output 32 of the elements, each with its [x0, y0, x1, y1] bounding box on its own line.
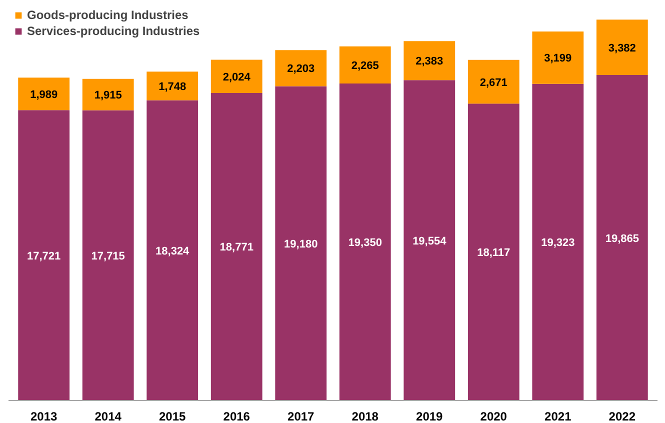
- data-label: 19,554: [412, 235, 448, 248]
- legend-label: Goods-producing Industries: [27, 8, 188, 22]
- data-label: 2,024: [222, 71, 252, 84]
- data-label: 18,324: [156, 245, 190, 258]
- x-tick-label: 2014: [94, 410, 122, 423]
- data-label: 2,203: [287, 63, 315, 76]
- data-label: 19,323: [541, 237, 575, 250]
- x-tick-label: 2018: [352, 410, 379, 423]
- x-tick-label: 2022: [608, 410, 636, 423]
- data-label: 17,721: [27, 250, 61, 262]
- data-label: 2,671: [480, 76, 508, 89]
- x-tick-label: 2015: [159, 410, 186, 423]
- x-tick-label: 2021: [544, 410, 572, 423]
- legend-label: Services-producing Industries: [27, 24, 200, 38]
- data-label: 1,915: [94, 90, 122, 102]
- data-label: 3,382: [608, 42, 636, 54]
- data-label: 1,989: [30, 88, 58, 101]
- data-label: 17,715: [91, 250, 125, 262]
- x-tick-label: 2016: [223, 410, 250, 423]
- x-tick-label: 2017: [288, 410, 315, 423]
- data-label: 1,748: [158, 80, 186, 93]
- data-label: 18,771: [220, 242, 254, 254]
- data-label: 2,383: [416, 56, 444, 68]
- x-tick-label: 2019: [416, 410, 444, 423]
- data-label: 3,199: [544, 52, 572, 65]
- data-label: 18,117: [477, 247, 510, 260]
- data-label: 19,865: [605, 232, 639, 245]
- data-label: 19,180: [284, 238, 318, 250]
- x-tick-label: 2020: [480, 410, 508, 423]
- data-label: 19,350: [348, 236, 382, 249]
- x-tick-label: 2013: [30, 410, 58, 423]
- data-label: 2,265: [351, 60, 379, 72]
